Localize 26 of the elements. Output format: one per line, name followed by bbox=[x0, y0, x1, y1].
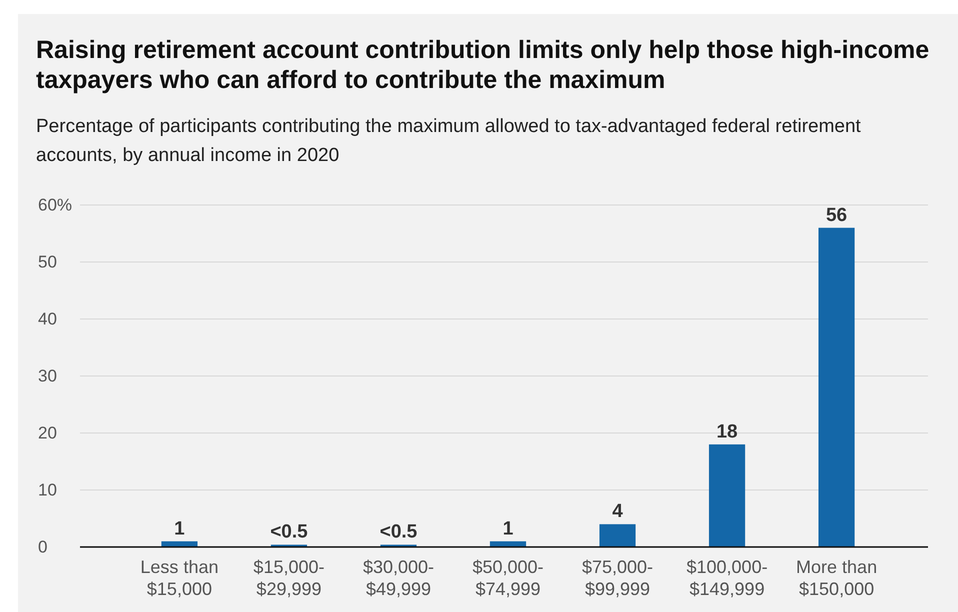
x-tick-label: $30,000-$49,999 bbox=[362, 557, 434, 599]
data-label: 1 bbox=[502, 518, 514, 540]
data-label: 56 bbox=[826, 204, 848, 226]
x-tick-label: $75,000-$99,999 bbox=[582, 557, 654, 599]
x-tick-label: $100,000-$149,999 bbox=[686, 557, 768, 599]
data-label: <0.5 bbox=[270, 522, 308, 543]
x-tick-label: $50,000-$74,999 bbox=[472, 557, 544, 599]
x-tick-label: Less than $15,000 bbox=[140, 557, 218, 599]
bar bbox=[708, 444, 746, 547]
y-tick-label: 30 bbox=[38, 366, 57, 386]
y-tick-label: 50 bbox=[38, 252, 57, 272]
data-label: 18 bbox=[716, 421, 738, 442]
chart-title: Raising retirement account contribution limits only help those high-income taxpayers who can afford to contribute the maximum bbox=[36, 36, 930, 94]
y-tick-label: 40 bbox=[38, 309, 57, 328]
y-tick-label: 60% bbox=[38, 195, 72, 214]
data-label: 4 bbox=[612, 501, 624, 522]
data-label: 1 bbox=[174, 518, 186, 540]
y-tick-label: 0 bbox=[38, 537, 48, 556]
x-tick-label: $15,000-$29,999 bbox=[253, 557, 324, 599]
y-tick-label: 20 bbox=[38, 423, 57, 442]
y-tick-label: 10 bbox=[38, 480, 57, 500]
x-tick-label: More than $150,000 bbox=[796, 557, 878, 599]
bar bbox=[599, 524, 636, 547]
data-label: <0.5 bbox=[380, 522, 418, 543]
bar bbox=[818, 228, 855, 547]
chart-subtitle: Percentage of participants contributing the maximum allowed to tax-advantaged federal retirement accounts, by annual income in 2020 bbox=[36, 116, 862, 166]
